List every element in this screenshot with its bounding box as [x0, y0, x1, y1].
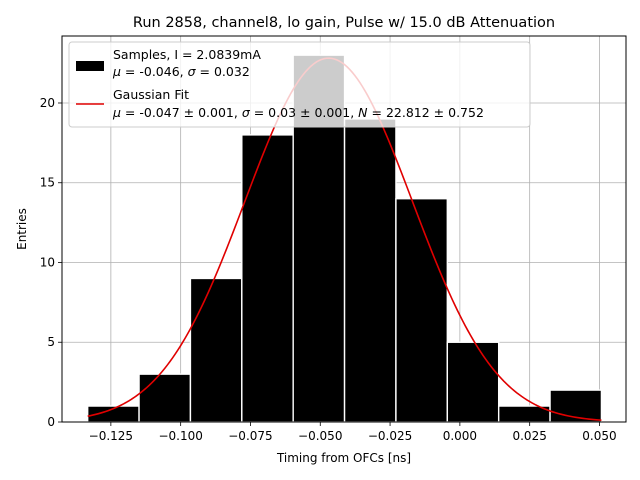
legend: Samples, I = 2.0839mA μ = -0.046, σ = 0.… — [68, 41, 531, 128]
histogram-bar — [343, 118, 397, 423]
x-axis-ticks: −0.125 −0.100 −0.075 −0.050 −0.025 0.000 0.025… — [89, 422, 617, 443]
y-tick-label: 0 — [47, 415, 55, 429]
x-tick-label: −0.125 — [89, 429, 133, 443]
chart-title: Run 2858, channel8, lo gain, Pulse w/ 15… — [133, 15, 555, 31]
x-tick-label: −0.100 — [158, 429, 202, 443]
legend-fit-line2: μ = -0.047 ± 0.001, σ = 0.03 ± 0.001, N … — [112, 105, 484, 120]
x-axis-label: Timing from OFCs [ns] — [276, 451, 411, 465]
y-axis-label: Entries — [15, 208, 29, 250]
histogram-bar — [395, 197, 449, 423]
legend-box — [68, 41, 531, 128]
x-tick-label: −0.050 — [298, 429, 342, 443]
y-tick-label: 5 — [47, 335, 55, 349]
histogram-bar — [446, 341, 500, 423]
x-tick-label: 0.050 — [582, 429, 616, 443]
y-tick-label: 15 — [40, 176, 55, 190]
y-tick-label: 20 — [40, 96, 55, 110]
legend-samples-line1: Samples, I = 2.0839mA — [113, 47, 261, 62]
x-tick-label: 0.000 — [443, 429, 477, 443]
x-tick-label: 0.025 — [512, 429, 546, 443]
y-axis-ticks: 0 5 10 15 20 — [40, 96, 62, 429]
x-tick-label: −0.025 — [368, 429, 412, 443]
legend-samples-swatch — [76, 61, 104, 71]
y-tick-label: 10 — [40, 255, 55, 269]
legend-samples-line2: μ = -0.046, σ = 0.032 — [112, 64, 250, 79]
histogram-bar — [138, 373, 192, 423]
legend-fit-line1: Gaussian Fit — [113, 87, 189, 102]
histogram-bar — [189, 277, 243, 423]
plot-frame — [61, 35, 627, 423]
x-tick-label: −0.075 — [228, 429, 272, 443]
histogram-bar — [241, 134, 294, 423]
